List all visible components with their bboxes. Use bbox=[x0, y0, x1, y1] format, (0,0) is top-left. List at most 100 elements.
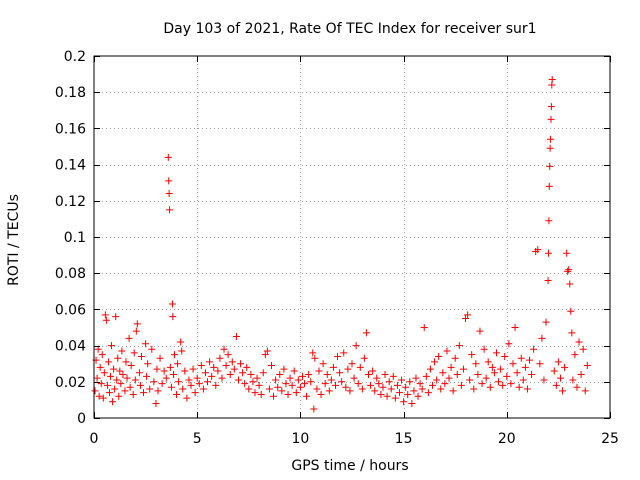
data-point bbox=[206, 358, 214, 366]
data-point bbox=[437, 385, 445, 393]
data-point bbox=[280, 365, 288, 373]
x-tick-label: 20 bbox=[498, 431, 516, 447]
data-point bbox=[340, 349, 348, 357]
data-point bbox=[123, 374, 131, 382]
y-tick-label: 0.06 bbox=[55, 302, 86, 318]
data-point bbox=[545, 217, 553, 225]
data-point bbox=[179, 385, 187, 393]
data-point bbox=[102, 316, 110, 324]
y-tick-label: 0.08 bbox=[55, 266, 86, 282]
data-point bbox=[303, 392, 311, 400]
data-point bbox=[247, 371, 255, 379]
data-point bbox=[422, 372, 430, 380]
y-tick-label: 0 bbox=[77, 411, 86, 427]
data-point bbox=[189, 365, 197, 373]
data-point bbox=[398, 376, 406, 384]
data-point bbox=[224, 351, 232, 359]
data-point bbox=[416, 380, 424, 388]
data-point bbox=[544, 249, 552, 257]
data-point bbox=[389, 372, 397, 380]
data-point bbox=[519, 376, 527, 384]
x-tick-label: 10 bbox=[291, 431, 309, 447]
data-point bbox=[497, 365, 505, 373]
data-point bbox=[509, 360, 517, 368]
data-point bbox=[547, 115, 555, 123]
data-point bbox=[178, 347, 186, 355]
data-point bbox=[296, 383, 304, 391]
y-tick-label: 0.14 bbox=[55, 158, 86, 174]
data-point bbox=[251, 389, 259, 397]
data-point bbox=[98, 351, 106, 359]
x-tick-label: 25 bbox=[601, 431, 619, 447]
data-point bbox=[301, 380, 309, 388]
data-point bbox=[393, 381, 401, 389]
data-point bbox=[476, 327, 484, 335]
data-point bbox=[241, 380, 249, 388]
data-point bbox=[554, 358, 562, 366]
data-point bbox=[268, 362, 276, 370]
data-point bbox=[153, 365, 161, 373]
data-point bbox=[193, 374, 201, 382]
data-point bbox=[199, 385, 207, 393]
data-point bbox=[169, 371, 177, 379]
data-point bbox=[274, 383, 282, 391]
data-point bbox=[369, 367, 377, 375]
data-point bbox=[272, 376, 280, 384]
data-point bbox=[96, 363, 104, 371]
data-point bbox=[169, 313, 177, 321]
data-point bbox=[230, 365, 238, 373]
data-point bbox=[150, 378, 158, 386]
data-point bbox=[352, 342, 360, 350]
data-point bbox=[474, 371, 482, 379]
data-point bbox=[356, 363, 364, 371]
data-point bbox=[546, 162, 554, 170]
data-point bbox=[414, 392, 422, 400]
data-point bbox=[216, 354, 224, 362]
data-point bbox=[166, 363, 174, 371]
data-point bbox=[468, 351, 476, 359]
data-point bbox=[239, 369, 247, 377]
data-point bbox=[243, 363, 251, 371]
data-point bbox=[548, 76, 556, 84]
data-point bbox=[472, 360, 480, 368]
data-point bbox=[455, 342, 463, 350]
data-point bbox=[210, 363, 218, 371]
data-point bbox=[540, 376, 548, 384]
data-point bbox=[459, 365, 467, 373]
data-point bbox=[482, 374, 490, 382]
data-point bbox=[261, 351, 269, 359]
data-point bbox=[143, 372, 151, 380]
data-point bbox=[517, 354, 525, 362]
data-point bbox=[418, 385, 426, 393]
data-point bbox=[309, 349, 317, 357]
data-point bbox=[111, 385, 119, 393]
data-point bbox=[245, 385, 253, 393]
data-point bbox=[515, 383, 523, 391]
data-point bbox=[127, 362, 135, 370]
data-point bbox=[167, 383, 175, 391]
data-point bbox=[412, 374, 420, 382]
data-point bbox=[181, 367, 189, 375]
data-point bbox=[144, 360, 152, 368]
data-point bbox=[214, 367, 222, 375]
data-point bbox=[486, 383, 494, 391]
data-point bbox=[119, 371, 127, 379]
data-point bbox=[507, 380, 515, 388]
data-point bbox=[490, 369, 498, 377]
data-point bbox=[112, 313, 120, 321]
data-point bbox=[288, 381, 296, 389]
data-point bbox=[375, 380, 383, 388]
data-point bbox=[313, 385, 321, 393]
data-point bbox=[154, 387, 162, 395]
data-point bbox=[282, 380, 290, 388]
data-point bbox=[191, 389, 199, 397]
data-point bbox=[110, 365, 118, 373]
data-point bbox=[544, 276, 552, 284]
x-tick-label: 0 bbox=[90, 431, 99, 447]
data-point bbox=[164, 153, 172, 161]
data-point bbox=[319, 360, 327, 368]
data-point bbox=[317, 390, 325, 398]
data-point bbox=[168, 300, 176, 308]
data-point bbox=[187, 381, 195, 389]
data-point bbox=[495, 378, 503, 386]
